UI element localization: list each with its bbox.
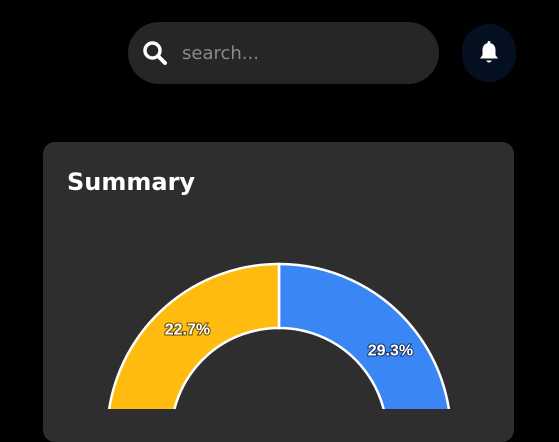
summary-donut-chart: 29.3% 22.7% xyxy=(107,262,451,409)
search-input[interactable] xyxy=(182,42,439,64)
summary-card: Summary 29.3% 22.7% xyxy=(43,142,514,442)
donut-slice-label: 29.3% xyxy=(368,342,413,359)
donut-slice[interactable] xyxy=(277,262,451,409)
donut-slice[interactable] xyxy=(107,262,281,409)
summary-title: Summary xyxy=(67,168,196,196)
donut-slice-label: 22.7% xyxy=(165,321,210,338)
bell-icon xyxy=(480,41,498,63)
notification-button[interactable] xyxy=(462,24,516,82)
search-icon xyxy=(143,41,167,65)
search-bar[interactable] xyxy=(128,22,439,84)
